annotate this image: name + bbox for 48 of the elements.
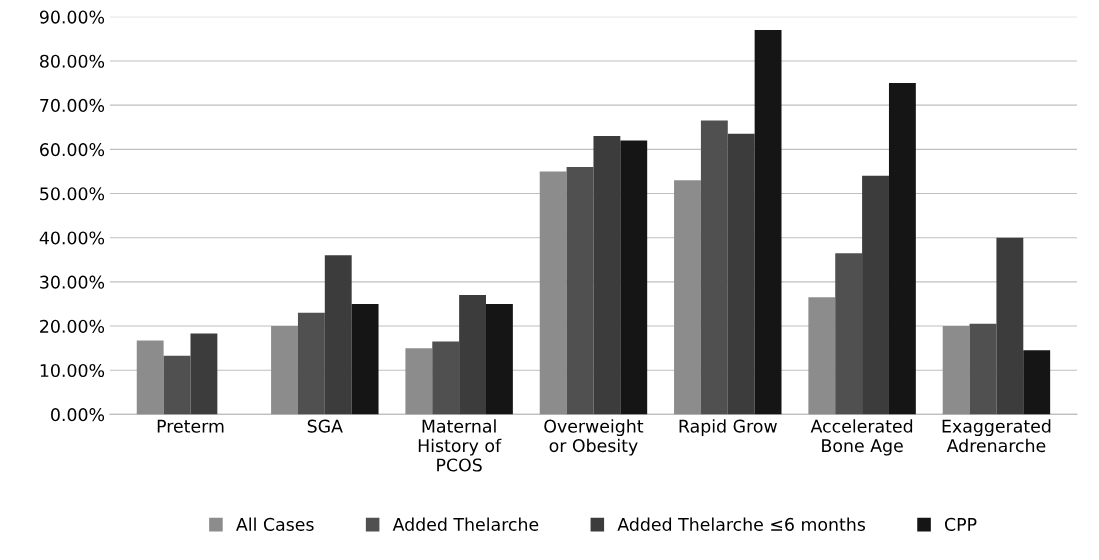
bar <box>754 30 782 415</box>
legend-label: Added Thelarche ≤6 months <box>617 517 866 531</box>
y-tick-label: 50.00% <box>40 187 105 201</box>
x-tick-label: Rapid Grow <box>679 419 777 437</box>
y-tick-label: 90.00% <box>39 10 105 24</box>
x-tick-label: Preterm <box>157 419 224 433</box>
bar <box>862 175 889 415</box>
bar <box>727 133 755 415</box>
y-tick-label: 10.00% <box>40 363 105 378</box>
y-tick-label: 20.00% <box>40 319 105 333</box>
bar <box>163 355 191 415</box>
bar <box>136 340 164 415</box>
x-tick-label: SGA <box>307 419 343 433</box>
legend-label: All Cases <box>236 517 314 531</box>
bar <box>351 303 379 415</box>
bar <box>459 295 486 415</box>
y-tick-label: 40.00% <box>39 231 105 245</box>
bar <box>190 333 218 415</box>
bar <box>620 140 648 415</box>
legend-label: CPP <box>944 517 977 531</box>
x-tick-label: Exaggerated Adrenarche <box>942 419 1051 453</box>
bar <box>297 312 325 415</box>
bar <box>942 326 970 415</box>
x-tick-label: Accelerated Bone Age <box>810 419 913 456</box>
bar <box>271 326 298 415</box>
bar <box>1023 350 1051 415</box>
x-tick-label: Maternal History of PCOS <box>418 419 502 472</box>
y-tick-label: 70.00% <box>40 98 105 112</box>
bar <box>835 253 863 415</box>
x-tick-label: Overweight or Obesity <box>544 419 644 456</box>
bar <box>996 237 1024 415</box>
y-tick-label: 30.00% <box>40 275 105 289</box>
bar <box>566 167 594 415</box>
bar <box>432 341 460 415</box>
bar <box>324 255 352 415</box>
legend-label: Added Thelarche <box>392 517 539 531</box>
bar <box>969 323 997 415</box>
bar <box>539 171 567 415</box>
bar <box>405 348 433 415</box>
bar <box>486 303 513 415</box>
bar <box>808 297 836 415</box>
bar <box>700 120 728 415</box>
y-tick-label: 60.00% <box>40 143 105 157</box>
bar <box>593 136 621 415</box>
y-tick-label: 80.00% <box>40 54 105 68</box>
bar <box>888 83 916 415</box>
bar <box>674 180 701 415</box>
y-tick-label: 0.00% <box>51 408 105 422</box>
